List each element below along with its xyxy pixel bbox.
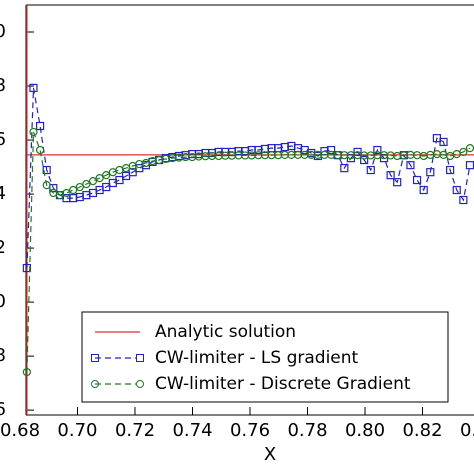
marker	[386, 171, 395, 180]
marker	[353, 147, 362, 157]
legend-marker	[136, 380, 144, 388]
legend: Analytic solution CW-limiter - LS gradien…	[81, 311, 449, 403]
marker	[452, 149, 461, 159]
marker	[439, 137, 448, 147]
marker	[115, 165, 124, 175]
x-tick-label: 0.74	[172, 420, 212, 441]
marker	[373, 145, 382, 155]
marker	[446, 165, 455, 175]
marker	[35, 121, 45, 131]
y-tick-label: 1.02	[0, 237, 6, 258]
marker	[29, 127, 38, 137]
legend-marker	[136, 354, 144, 362]
marker	[22, 263, 31, 273]
marker	[452, 185, 461, 195]
y-tick-label: 1.04	[0, 183, 6, 204]
legend-label: Analytic solution	[155, 322, 296, 342]
x-tick-label: 0.68	[0, 420, 40, 441]
series-line	[26, 5, 474, 415]
legend-label: CW-limiter - LS gradient	[155, 348, 359, 368]
marker	[419, 185, 428, 195]
marker	[459, 147, 468, 157]
marker	[465, 161, 474, 170]
marker	[446, 151, 455, 161]
marker	[366, 165, 375, 175]
series-line	[26, 131, 471, 373]
marker	[88, 177, 98, 186]
marker	[62, 188, 71, 198]
y-tick-label: 1.00	[0, 291, 6, 312]
marker	[102, 171, 111, 180]
x-tick-label: 0.72	[115, 420, 155, 441]
marker	[88, 188, 98, 198]
marker	[82, 179, 91, 189]
y-tick-label: 0.98	[0, 345, 6, 366]
marker	[108, 178, 117, 188]
x-tick-label: 0.82	[402, 420, 442, 441]
legend-marker	[91, 380, 99, 388]
y-tick-label: 1.08	[0, 75, 6, 96]
marker	[115, 175, 124, 185]
marker	[465, 144, 474, 153]
marker	[75, 182, 84, 192]
x-tick-label: 0.80	[345, 420, 385, 441]
y-tick-label: 1.10	[0, 21, 6, 42]
legend-label: CW-limiter - Discrete Gradient	[155, 374, 411, 394]
x-axis-label: X	[264, 444, 276, 465]
y-tick-label: 0.96	[0, 399, 6, 420]
x-tick-label: 0.78	[287, 420, 327, 441]
marker	[82, 191, 91, 200]
marker	[22, 367, 31, 377]
marker	[42, 181, 51, 190]
marker	[69, 185, 78, 195]
marker	[29, 83, 38, 93]
x-tick-label: 0.84	[460, 420, 474, 441]
x-tick-label: 0.70	[57, 420, 97, 441]
marker	[95, 174, 104, 183]
marker	[49, 184, 58, 193]
marker	[412, 175, 422, 185]
y-tick-label: 1.06	[0, 129, 6, 150]
legend-marker	[91, 354, 99, 362]
marker	[393, 178, 402, 187]
marker	[340, 164, 349, 173]
marker	[459, 195, 468, 205]
marker	[35, 145, 45, 155]
marker	[42, 165, 51, 175]
marker	[360, 155, 369, 165]
marker	[406, 161, 415, 170]
marker	[326, 145, 336, 155]
x-tick-label: 0.76	[230, 420, 270, 441]
marker	[426, 168, 435, 177]
